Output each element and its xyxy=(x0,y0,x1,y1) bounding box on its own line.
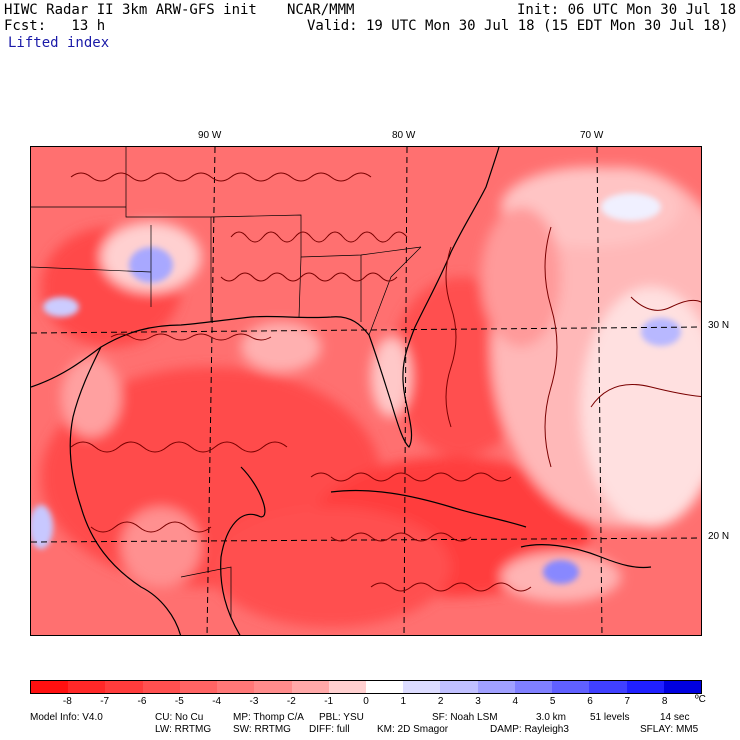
colorbar-cell xyxy=(254,681,292,693)
organization-label: NCAR/MMM xyxy=(287,2,355,18)
footer-sflay: SFLAY: MM5 xyxy=(640,724,699,735)
colorbar-cell xyxy=(365,681,404,693)
colorbar-tick-label: -7 xyxy=(100,696,110,707)
colorbar-tick-label: 1 xyxy=(400,696,407,707)
footer-mp: MP: Thomp C/A xyxy=(233,712,304,723)
footer-pbl: PBL: YSU xyxy=(319,712,364,723)
li-contours xyxy=(70,172,701,592)
colorbar-tick-label: 2 xyxy=(437,696,444,707)
lon-label-80w: 80 W xyxy=(392,130,416,141)
colorbar-cell xyxy=(291,681,329,693)
footer-res: 3.0 km xyxy=(536,712,567,723)
footer-damp: DAMP: Rayleigh3 xyxy=(490,724,569,735)
valid-time: Valid: 19 UTC Mon 30 Jul 18 (15 EDT Mon … xyxy=(307,18,729,34)
colorbar-cell xyxy=(68,681,106,693)
colorbar-tick-label: -3 xyxy=(249,696,259,707)
colorbar-tick-label: 3 xyxy=(475,696,481,707)
lon-label-70w: 70 W xyxy=(580,130,604,141)
colorbar-cell xyxy=(328,681,366,693)
colorbar xyxy=(30,680,702,694)
footer-km: KM: 2D Smagor xyxy=(377,724,449,735)
colorbar-cell xyxy=(440,681,478,693)
colorbar-cell xyxy=(552,681,590,693)
lat-label-20n: 20 N xyxy=(708,531,730,542)
graticule xyxy=(31,147,701,635)
field-name: Lifted index xyxy=(8,35,110,51)
footer-lev: 51 levels xyxy=(590,712,630,723)
colorbar-cell xyxy=(142,681,180,693)
forecast-hour: Fcst: 13 h xyxy=(4,18,106,34)
stable-blue-areas xyxy=(31,193,681,584)
colorbar-tick-label: 6 xyxy=(587,696,593,707)
colorbar-tick-label: 8 xyxy=(661,696,668,707)
colorbar-cell xyxy=(179,681,218,693)
colorbar-tick-label: -4 xyxy=(212,696,222,707)
colorbar-cell xyxy=(626,681,664,693)
colorbar-tick-label: -6 xyxy=(137,696,147,707)
colorbar-cell xyxy=(403,681,441,693)
colorbar-cell xyxy=(105,681,143,693)
colorbar-tick-label: 4 xyxy=(512,696,519,707)
footer-model: Model Info: V4.0 xyxy=(30,712,103,723)
colorbar-ticks: -8 -7 -6 -5 -4 -3 -2 -1 0 1 2 3 4 5 6 7 8 xyxy=(30,696,702,708)
lon-label-90w: 90 W xyxy=(198,130,222,141)
colorbar-tick-label: 0 xyxy=(363,696,369,707)
colorbar-unit: ºC xyxy=(695,694,706,705)
colorbar-tick-label: -1 xyxy=(324,696,334,707)
colorbar-tick-label: 7 xyxy=(624,696,631,707)
lat-label-30n: 30 N xyxy=(708,320,730,331)
colorbar-cell xyxy=(589,681,627,693)
footer-lw: LW: RRTMG xyxy=(155,724,212,735)
colorbar-tick-label: -8 xyxy=(62,696,72,707)
footer-cu: CU: No Cu xyxy=(155,712,204,723)
footer-dt: 14 sec xyxy=(660,712,690,723)
footer-sw: SW: RRTMG xyxy=(233,724,291,735)
colorbar-cell xyxy=(477,681,515,693)
lifted-index-map xyxy=(30,146,702,636)
map-field-svg xyxy=(31,147,701,635)
colorbar-cell xyxy=(31,681,69,693)
plot-title: HIWC Radar II 3km ARW-GFS init xyxy=(4,2,257,18)
colorbar-cell xyxy=(217,681,255,693)
political-borders xyxy=(31,147,422,617)
colorbar-tick-label: -5 xyxy=(174,696,184,707)
coastlines xyxy=(31,147,652,635)
footer-diff: DIFF: full xyxy=(309,724,350,735)
colorbar-cell xyxy=(663,681,701,693)
colorbar-tick-label: 5 xyxy=(549,696,556,707)
colorbar-cell xyxy=(514,681,553,693)
init-time: Init: 06 UTC Mon 30 Jul 18 xyxy=(517,2,737,18)
footer-sf: SF: Noah LSM xyxy=(432,712,498,723)
colorbar-tick-label: -2 xyxy=(286,696,296,707)
